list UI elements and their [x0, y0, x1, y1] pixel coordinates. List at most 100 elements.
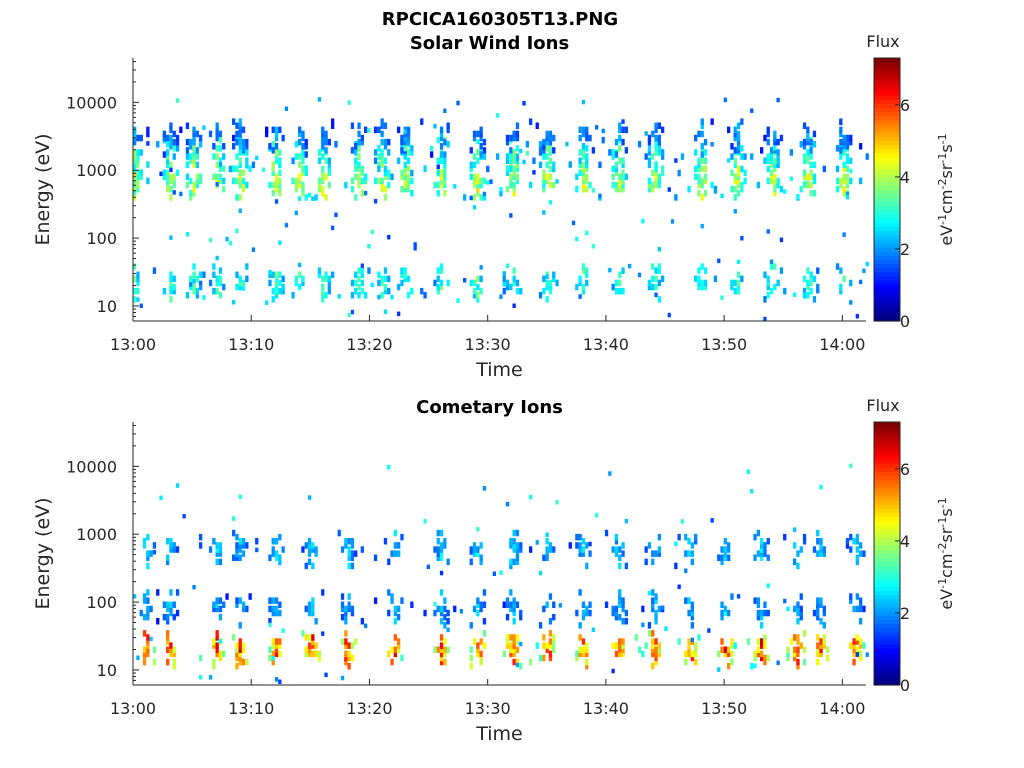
flux-cell — [552, 601, 556, 608]
flux-cell — [542, 185, 546, 193]
flux-cell — [251, 247, 256, 252]
flux-cell — [439, 589, 444, 596]
flux-cell — [733, 185, 737, 193]
flux-cell — [657, 650, 661, 658]
y-tick-label: 1000 — [76, 525, 117, 544]
flux-cell — [218, 546, 223, 553]
flux-cell — [364, 173, 368, 181]
flux-cell — [515, 638, 520, 645]
flux-cell — [816, 288, 820, 294]
colorbar-step — [874, 140, 900, 145]
flux-cell — [482, 177, 487, 185]
flux-cell — [621, 618, 625, 625]
flux-cell — [281, 275, 285, 283]
flux-cell — [614, 546, 619, 553]
flux-cell — [340, 593, 345, 600]
flux-cell — [350, 177, 355, 185]
flux-cell — [142, 658, 147, 666]
flux-cell — [268, 143, 272, 150]
flux-cell — [172, 546, 176, 553]
flux-cell — [684, 658, 688, 666]
flux-cell — [175, 145, 180, 152]
flux-cell — [136, 173, 140, 181]
flux-cell — [344, 605, 348, 613]
flux-cell — [740, 185, 744, 193]
flux-cell — [505, 634, 510, 641]
flux-cell — [347, 538, 351, 545]
x-axis-label: Time — [475, 723, 523, 745]
flux-cell — [651, 558, 655, 566]
flux-cell — [766, 292, 770, 299]
flux-cell — [614, 279, 619, 287]
flux-cell — [845, 134, 850, 142]
flux-cell — [446, 122, 450, 129]
flux-cell — [317, 267, 322, 274]
flux-cell — [842, 173, 846, 181]
flux-cell — [581, 173, 586, 181]
flux-cell — [344, 181, 348, 189]
flux-cell — [136, 134, 140, 142]
flux-cell — [301, 185, 305, 193]
flux-cell — [545, 138, 549, 146]
flux-cell — [760, 550, 764, 557]
flux-cell — [248, 165, 252, 172]
flux-cell — [621, 638, 625, 645]
flux-cell — [380, 149, 384, 156]
flux-cell — [192, 138, 196, 146]
flux-cell — [647, 157, 652, 164]
flux-cell — [133, 161, 137, 169]
flux-cell — [624, 562, 628, 570]
flux-cell — [515, 550, 520, 557]
colorbar-step — [874, 512, 900, 518]
flux-cell — [142, 538, 147, 545]
flux-cell — [509, 589, 513, 596]
flux-cell — [700, 165, 704, 173]
y-tick-label: 10 — [97, 661, 117, 680]
flux-cell — [172, 153, 176, 160]
flux-cell — [776, 181, 780, 189]
flux-cell — [816, 613, 820, 621]
flux-cell — [694, 134, 698, 142]
flux-cell — [202, 295, 206, 300]
flux-cell — [694, 533, 698, 541]
flux-cell — [265, 300, 269, 305]
flux-cell — [674, 194, 678, 201]
flux-cell — [301, 546, 305, 553]
flux-cell — [350, 279, 355, 287]
flux-cell — [740, 153, 744, 160]
flux-cell — [235, 138, 239, 146]
flux-cell — [591, 244, 595, 249]
flux-cell — [588, 550, 592, 557]
flux-cell — [472, 161, 477, 169]
flux-cell — [133, 149, 137, 156]
flux-cell — [192, 145, 196, 152]
flux-cell — [690, 613, 694, 621]
flux-cell — [169, 589, 173, 596]
flux-cell — [618, 638, 622, 645]
flux-cell — [760, 622, 764, 629]
flux-cell — [189, 153, 193, 160]
flux-cell — [212, 658, 216, 666]
flux-cell — [278, 554, 282, 561]
flux-cell — [855, 634, 859, 641]
flux-cell — [862, 550, 866, 557]
flux-cell — [763, 550, 767, 557]
flux-cell — [133, 138, 137, 146]
flux-cell — [238, 597, 242, 604]
flux-cell — [357, 138, 361, 146]
flux-cell — [172, 181, 176, 189]
flux-cell — [865, 652, 869, 657]
colorbar-step — [874, 94, 900, 100]
flux-cell — [192, 161, 196, 168]
colorbar-step — [874, 545, 900, 550]
flux-cell — [397, 157, 401, 164]
flux-cell — [657, 646, 661, 653]
flux-cell — [383, 173, 388, 181]
flux-cell — [433, 181, 437, 189]
flux-cell — [241, 542, 246, 549]
flux-cell — [166, 173, 170, 181]
colorbar-step — [874, 70, 900, 76]
flux-cell — [146, 650, 150, 658]
flux-cell — [849, 177, 853, 185]
colorbar-step — [874, 561, 900, 567]
